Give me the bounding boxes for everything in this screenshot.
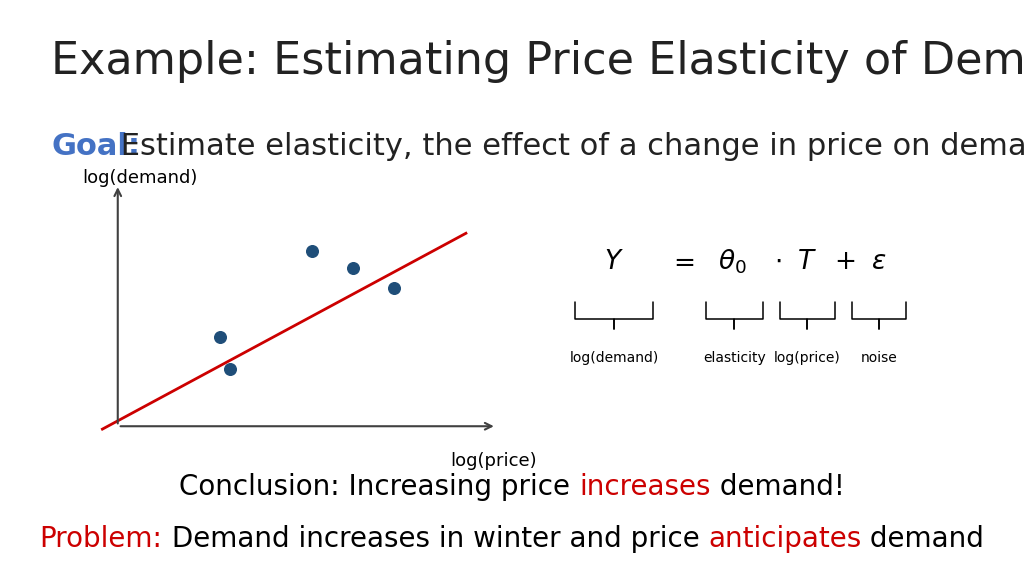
Text: demand!: demand! [711,473,845,501]
Text: Goal:: Goal: [51,132,140,161]
Text: Estimate elasticity, the effect of a change in price on demand: Estimate elasticity, the effect of a cha… [111,132,1024,161]
Text: log(price): log(price) [451,452,538,470]
Text: Demand increases in winter and price: Demand increases in winter and price [163,525,709,552]
Text: log(demand): log(demand) [82,169,198,187]
Point [212,332,228,342]
Text: $=$: $=$ [668,249,694,275]
Text: $+$: $+$ [835,249,855,275]
Text: $\cdot$: $\cdot$ [774,249,782,275]
Text: Conclusion: Increasing price: Conclusion: Increasing price [179,473,580,501]
Text: log(demand): log(demand) [569,351,659,365]
Text: log(price): log(price) [774,351,841,365]
Text: elasticity: elasticity [702,351,766,365]
Text: demand: demand [861,525,984,552]
Text: $\theta_0$: $\theta_0$ [718,248,746,276]
Text: $\epsilon$: $\epsilon$ [871,249,886,275]
Text: anticipates: anticipates [709,525,861,552]
Point [345,263,361,272]
Text: Problem:: Problem: [40,525,163,552]
Point [222,364,239,373]
Text: $Y$: $Y$ [604,249,625,275]
Text: $T$: $T$ [797,249,817,275]
Point [386,283,402,293]
Text: Example: Estimating Price Elasticity of Demand: Example: Estimating Price Elasticity of … [51,40,1024,84]
Point [304,246,321,255]
Text: noise: noise [861,351,897,365]
Text: increases: increases [580,473,711,501]
